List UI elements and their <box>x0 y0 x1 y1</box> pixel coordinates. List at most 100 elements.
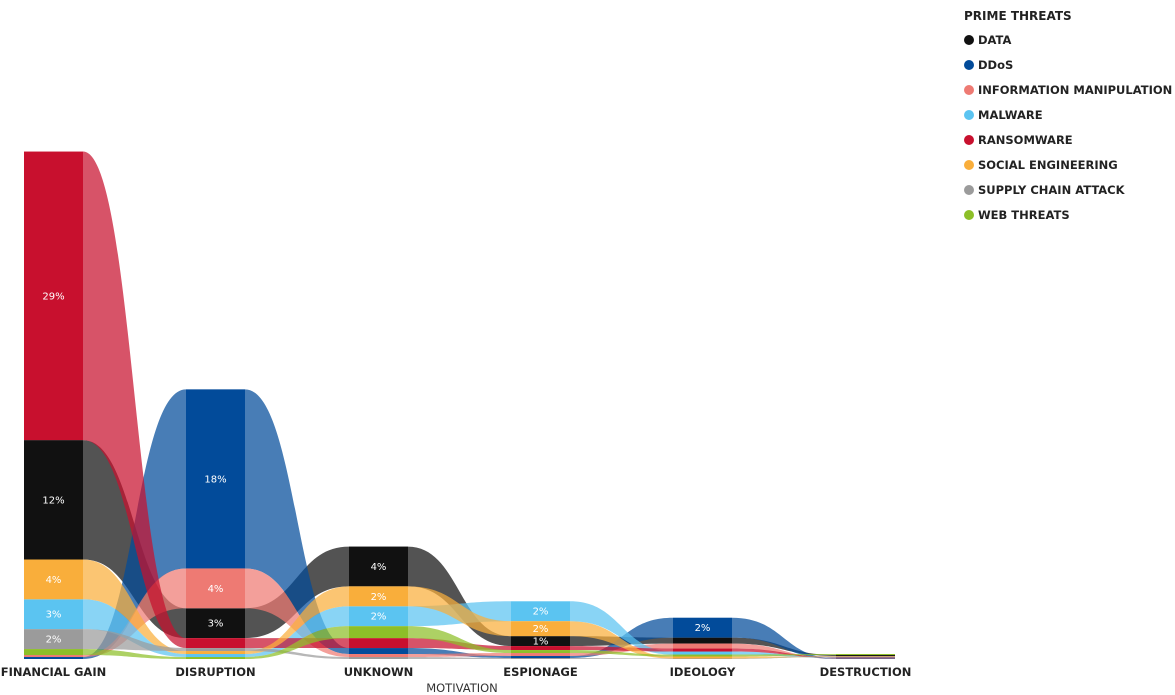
legend-label: SOCIAL ENGINEERING <box>978 157 1118 172</box>
segment-social-engineering-ideology[interactable] <box>673 656 732 659</box>
data-label-supply-chain-attack-financial-gain: 2% <box>46 635 62 646</box>
segment-social-engineering-espionage[interactable] <box>511 621 570 637</box>
x-axis-title: MOTIVATION <box>426 681 498 695</box>
legend-label: WEB THREATS <box>978 207 1070 222</box>
segment-data-espionage[interactable] <box>511 636 570 647</box>
legend: PRIME THREATS DATA DDoS INFORMATION MANIPU… <box>964 9 1172 227</box>
segment-ddos-ideology[interactable] <box>673 617 732 638</box>
ribbon-malware-4 <box>570 601 673 655</box>
legend-label: MALWARE <box>978 107 1043 122</box>
legend-items: DATA DDoS INFORMATION MANIPULATION MALWARE R… <box>964 27 1172 227</box>
data-label-ddos-ideology: 2% <box>695 623 711 634</box>
segment-ransomware-financial-gain[interactable] <box>24 151 83 441</box>
segment-ransomware-espionage[interactable] <box>511 646 570 651</box>
segment-supply-chain-attack-disruption[interactable] <box>186 648 245 652</box>
segment-information-manipulation-ideology[interactable] <box>673 643 732 649</box>
data-label-social-engineering-espionage: 2% <box>533 624 549 635</box>
legend-swatch <box>964 34 974 45</box>
segment-ddos-disruption[interactable] <box>186 389 245 569</box>
segment-web-threats-financial-gain[interactable] <box>24 649 83 656</box>
data-label-data-espionage: 1% <box>533 637 549 648</box>
legend-item-social-engineering[interactable]: SOCIAL ENGINEERING <box>964 152 1172 177</box>
x-tick-financial-gain: FINANCIAL GAIN <box>1 665 106 679</box>
segment-web-threats-disruption[interactable] <box>186 657 245 659</box>
ribbon-malware-1 <box>83 599 186 658</box>
segment-malware-espionage[interactable] <box>511 601 570 622</box>
segment-social-engineering-disruption[interactable] <box>186 651 245 655</box>
segment-social-engineering-unknown[interactable] <box>349 586 408 607</box>
segment-ransomware-unknown[interactable] <box>349 638 408 649</box>
legend-swatch <box>964 59 974 70</box>
data-label-social-engineering-unknown: 2% <box>371 592 387 603</box>
ribbon-supply-chain-attack-3 <box>408 657 511 659</box>
data-label-social-engineering-financial-gain: 4% <box>46 575 62 586</box>
legend-label: INFORMATION MANIPULATION <box>978 82 1173 97</box>
ribbon-social-engineering-2 <box>245 586 349 655</box>
x-tick-unknown: UNKNOWN <box>344 665 414 679</box>
legend-swatch <box>964 184 974 195</box>
ribbon-information-manipulation-2 <box>245 568 349 658</box>
segment-malware-disruption[interactable] <box>186 654 245 658</box>
segment-data-financial-gain[interactable] <box>24 440 83 560</box>
segment-malware-financial-gain[interactable] <box>24 599 83 630</box>
data-label-malware-unknown: 2% <box>371 612 387 623</box>
segment-ddos-espionage[interactable] <box>511 656 570 659</box>
ribbon-layer <box>83 151 836 659</box>
data-label-ransomware-financial-gain: 29% <box>42 291 64 302</box>
data-label-data-disruption: 3% <box>208 619 224 630</box>
segment-malware-ideology[interactable] <box>673 651 732 655</box>
segment-data-destruction[interactable] <box>836 655 895 657</box>
segment-web-threats-unknown[interactable] <box>349 626 408 639</box>
data-label-data-financial-gain: 12% <box>42 495 64 506</box>
ribbon-web-threats-1 <box>83 649 186 659</box>
segment-data-unknown[interactable] <box>349 546 408 587</box>
data-label-malware-financial-gain: 3% <box>46 610 62 621</box>
data-label-information-manipulation-disruption: 4% <box>208 584 224 595</box>
column-layer <box>24 151 895 659</box>
ribbon-social-engineering-3 <box>408 586 511 637</box>
ribbon-ddos-5 <box>732 617 836 659</box>
data-label-malware-espionage: 2% <box>533 607 549 618</box>
ribbon-data-3 <box>408 546 511 647</box>
data-label-layer: 29% 12% 4% 3% 2% 18% 4% 3% 4% 2% 2% 2% 2% 1% 2% <box>42 291 710 647</box>
legend-item-ddos[interactable]: DDoS <box>964 52 1172 77</box>
segment-supply-chain-attack-unknown[interactable] <box>349 657 408 659</box>
x-axis-ticks: FINANCIAL GAIN DISRUPTION UNKNOWN ESPIONAGE… <box>1 665 912 679</box>
segment-ransomware-ideology[interactable] <box>673 648 732 652</box>
segment-information-manipulation-unknown[interactable] <box>349 654 408 658</box>
x-tick-destruction: DESTRUCTION <box>820 665 912 679</box>
legend-item-information-manipulation[interactable]: INFORMATION MANIPULATION <box>964 77 1172 102</box>
ribbon-supply-chain-attack-5 <box>732 656 836 659</box>
ribbon-ransomware-5 <box>732 648 836 658</box>
ribbon-ransomware-4 <box>570 646 673 652</box>
segment-web-threats-ideology[interactable] <box>673 654 732 657</box>
segment-web-threats-espionage[interactable] <box>511 650 570 654</box>
legend-item-supply-chain-attack[interactable]: SUPPLY CHAIN ATTACK <box>964 177 1172 202</box>
segment-supply-chain-attack-espionage[interactable] <box>511 658 570 659</box>
segment-information-manipulation-disruption[interactable] <box>186 568 245 609</box>
ribbon-ddos-2 <box>245 389 349 655</box>
segment-supply-chain-attack-financial-gain[interactable] <box>24 629 83 650</box>
legend-label: DDoS <box>978 57 1014 72</box>
legend-swatch <box>964 84 974 95</box>
legend-item-data[interactable]: DATA <box>964 27 1172 52</box>
ribbon-information-manipulation-3 <box>408 653 511 658</box>
legend-item-web-threats[interactable]: WEB THREATS <box>964 202 1172 227</box>
segment-data-ideology[interactable] <box>673 637 732 644</box>
legend-item-malware[interactable]: MALWARE <box>964 102 1172 127</box>
legend-item-ransomware[interactable]: RANSOMWARE <box>964 127 1172 152</box>
segment-web-threats-destruction[interactable] <box>836 654 895 656</box>
segment-information-manipulation-financial-gain[interactable] <box>24 655 83 658</box>
segment-malware-unknown[interactable] <box>349 606 408 627</box>
segment-social-engineering-financial-gain[interactable] <box>24 559 83 600</box>
ribbon-web-threats-5 <box>732 654 836 657</box>
segment-data-disruption[interactable] <box>186 608 245 639</box>
segment-ransomware-disruption[interactable] <box>186 638 245 649</box>
segment-ddos-financial-gain[interactable] <box>24 657 83 659</box>
segment-information-manipulation-espionage[interactable] <box>511 653 570 657</box>
legend-label: RANSOMWARE <box>978 132 1073 147</box>
segment-ddos-unknown[interactable] <box>349 648 408 655</box>
legend-title: PRIME THREATS <box>964 9 1072 23</box>
data-label-ddos-disruption: 18% <box>204 474 226 485</box>
